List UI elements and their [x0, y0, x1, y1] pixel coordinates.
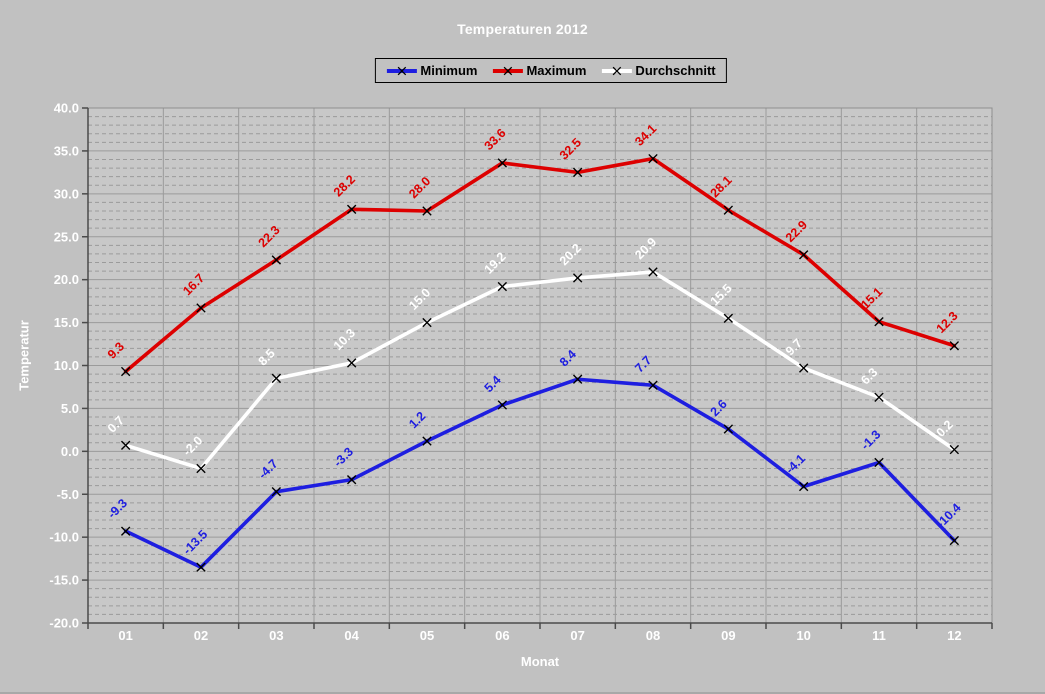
x-marker-icon [120, 440, 131, 451]
x-marker-icon [949, 535, 960, 546]
x-marker-icon [572, 273, 583, 283]
y-axis-title: Temperatur [16, 320, 32, 391]
chart-title: Temperaturen 2012 [457, 21, 588, 37]
x-marker-icon [271, 255, 282, 265]
x-marker-icon [648, 267, 658, 277]
y-tick-label: 25.0 [54, 229, 79, 244]
y-tick-label: -5.0 [57, 487, 79, 502]
durchschnitt-line-icon [601, 66, 632, 75]
series-line [123, 270, 957, 471]
x-marker-icon [196, 562, 206, 572]
x-tick-label: 06 [495, 628, 509, 643]
x-marker-icon [346, 474, 357, 485]
maximum-line-icon [492, 66, 523, 75]
x-marker-icon [572, 167, 583, 178]
x-marker-icon [120, 366, 131, 377]
x-marker-icon [497, 400, 508, 410]
x-marker-icon [271, 486, 282, 497]
x-marker-icon [196, 463, 206, 474]
x-marker-icon [798, 363, 809, 373]
legend-label-minimum: Minimum [420, 63, 478, 78]
x-marker-icon [874, 317, 884, 327]
x-marker-icon [648, 380, 658, 390]
x-tick-label: 09 [721, 628, 735, 643]
x-marker-icon [874, 457, 884, 468]
x-marker-icon [874, 392, 884, 402]
x-marker-icon [798, 250, 809, 260]
x-marker-icon [120, 526, 131, 536]
x-tick-label: 08 [646, 628, 660, 643]
x-marker-icon [949, 444, 960, 455]
x-marker-icon [572, 374, 583, 384]
y-tick-label: 5.0 [61, 401, 79, 416]
legend-item-durchschnitt: Durchschnitt [600, 63, 716, 78]
y-tick-label: 20.0 [54, 272, 79, 287]
x-tick-label: 07 [570, 628, 584, 643]
x-marker-icon [648, 153, 658, 164]
x-marker-icon [497, 281, 508, 292]
x-axis-title: Monat [520, 654, 560, 669]
x-marker-icon [497, 158, 508, 168]
series-line [123, 377, 957, 570]
legend-item-minimum: Minimum [385, 63, 477, 78]
x-marker-icon [798, 481, 809, 492]
y-tick-label: 35.0 [54, 143, 79, 158]
legend-x-marker-icon [397, 66, 406, 75]
x-tick-label: 10 [796, 628, 810, 643]
x-marker-icon [723, 424, 734, 434]
x-tick-label: 04 [344, 628, 359, 643]
y-tick-label: 10.0 [54, 358, 79, 373]
x-marker-icon [346, 358, 357, 368]
x-tick-label: 01 [118, 628, 132, 643]
legend-item-maximum: Maximum [491, 63, 586, 78]
x-marker-icon [196, 303, 206, 313]
y-tick-label: 15.0 [54, 315, 79, 330]
x-marker-icon [346, 204, 357, 214]
y-tick-label: 30.0 [54, 186, 79, 201]
x-marker-icon [723, 205, 734, 215]
x-tick-label: 05 [420, 628, 434, 643]
x-marker-icon [422, 436, 432, 446]
y-tick-label: -20.0 [49, 616, 79, 631]
legend-x-marker-icon [612, 66, 621, 75]
minimum-line-icon [386, 66, 417, 75]
x-marker-icon [422, 317, 432, 328]
x-marker-icon [422, 206, 432, 216]
x-marker-icon [949, 341, 960, 351]
x-tick-label: 02 [194, 628, 208, 643]
x-tick-label: 11 [872, 628, 886, 643]
x-marker-icon [271, 373, 282, 384]
legend-label-durchschnitt: Durchschnitt [635, 63, 716, 78]
y-tick-label: -10.0 [49, 530, 79, 545]
legend: Minimum Maximum Durchschnitt [374, 58, 727, 83]
x-marker-icon [723, 313, 734, 323]
y-tick-label: 0.0 [61, 444, 79, 459]
legend-x-marker-icon [503, 66, 512, 75]
x-tick-label: 03 [269, 628, 283, 643]
y-tick-label: 40.0 [54, 101, 79, 116]
legend-label-maximum: Maximum [526, 63, 587, 78]
x-tick-label: 12 [947, 628, 961, 643]
y-tick-label: -15.0 [49, 573, 79, 588]
series-line [123, 156, 957, 374]
